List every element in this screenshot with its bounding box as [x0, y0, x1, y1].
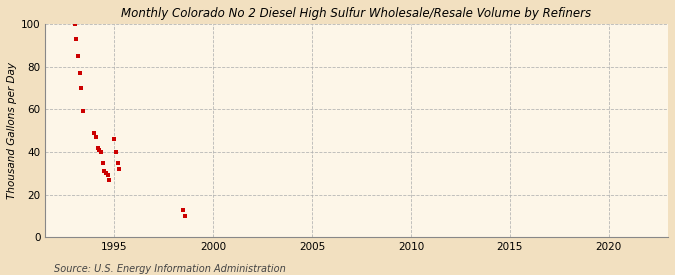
Point	[95, 150, 106, 154]
Point	[78, 109, 88, 114]
Point	[104, 178, 115, 182]
Point	[90, 135, 101, 139]
Point	[71, 37, 82, 41]
Point	[102, 173, 113, 178]
Point	[89, 131, 100, 135]
Text: Source: U.S. Energy Information Administration: Source: U.S. Energy Information Administ…	[54, 264, 286, 274]
Point	[69, 22, 80, 26]
Point	[76, 86, 86, 90]
Point	[74, 71, 85, 75]
Point	[97, 161, 108, 165]
Point	[109, 137, 119, 141]
Point	[110, 150, 121, 154]
Title: Monthly Colorado No 2 Diesel High Sulfur Wholesale/Resale Volume by Refiners: Monthly Colorado No 2 Diesel High Sulfur…	[122, 7, 591, 20]
Point	[101, 171, 111, 175]
Point	[92, 145, 103, 150]
Point	[112, 161, 123, 165]
Point	[94, 148, 105, 152]
Point	[180, 214, 190, 218]
Point	[99, 169, 109, 174]
Y-axis label: Thousand Gallons per Day: Thousand Gallons per Day	[7, 62, 17, 199]
Point	[178, 207, 189, 212]
Point	[113, 167, 124, 171]
Point	[72, 54, 83, 58]
